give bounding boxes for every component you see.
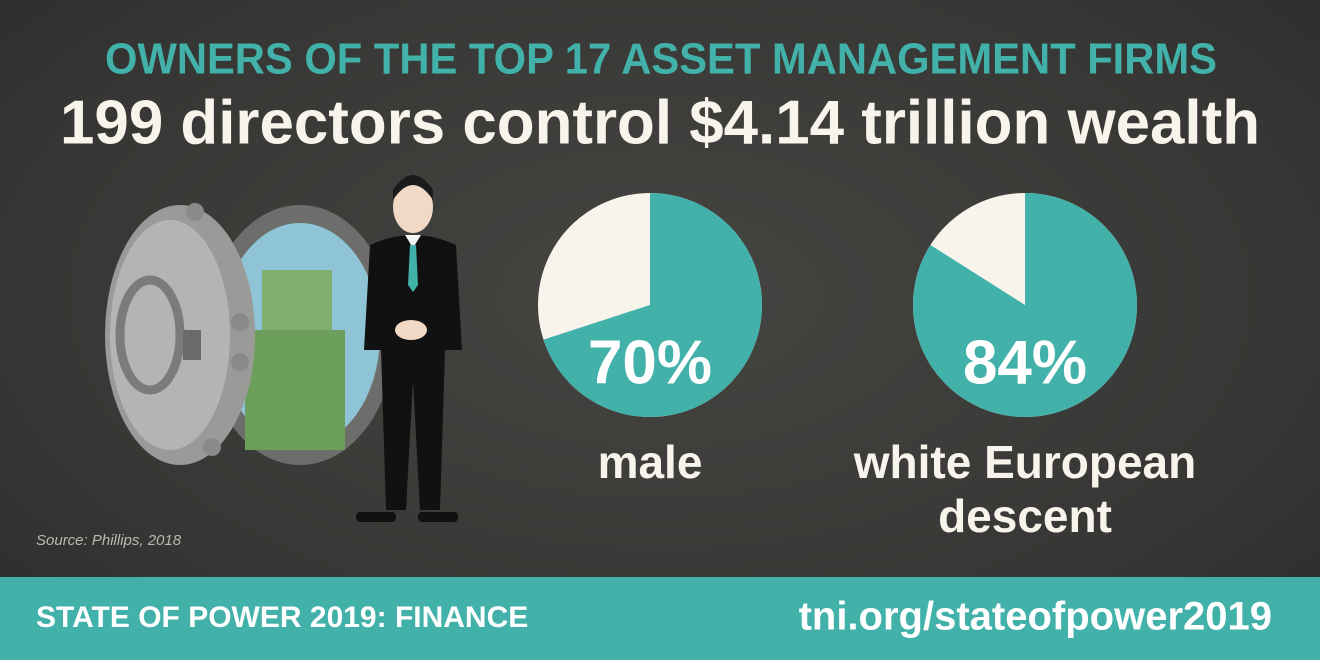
footer-band	[0, 577, 1320, 660]
subtitle: 199 directors control $4.14 trillion wea…	[60, 88, 1260, 157]
footer-right: tni.org/stateofpower2019	[799, 595, 1272, 639]
value-label: 84%	[963, 328, 1087, 397]
category-label: male	[597, 436, 703, 488]
title: OWNERS OF THE TOP 17 ASSET MANAGEMENT FI…	[105, 35, 1217, 84]
pie-slice	[913, 193, 1137, 418]
businessman-illustration	[356, 175, 462, 522]
source: Source: Phillips, 2018	[36, 532, 182, 549]
vault-illustration	[105, 203, 395, 465]
footer-left: STATE OF POWER 2019: FINANCE	[36, 601, 528, 634]
category-label: white European descent	[853, 436, 1197, 542]
value-label: 70%	[588, 328, 712, 397]
pie-slice	[543, 193, 762, 417]
